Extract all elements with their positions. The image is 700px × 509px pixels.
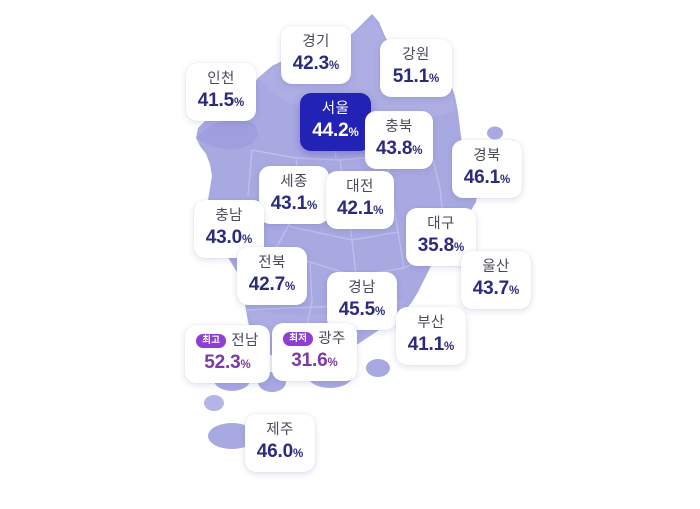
region-value-gyeongbuk: 46.1% bbox=[463, 167, 511, 189]
map-island-sw-4 bbox=[366, 359, 390, 377]
region-card-gyeonggi[interactable]: 경기 42.3% bbox=[281, 26, 351, 84]
region-card-jeonnam[interactable]: 최고 전남 52.3% bbox=[185, 325, 270, 383]
region-card-gyeongbuk[interactable]: 경북 46.1% bbox=[452, 140, 522, 198]
region-value-ulsan: 43.7% bbox=[472, 278, 520, 300]
region-name-sejong: 세종 bbox=[280, 174, 308, 190]
region-name-busan: 부산 bbox=[417, 315, 445, 331]
region-header-gwangju: 최저 광주 bbox=[283, 330, 346, 348]
region-name-chungnam: 충남 bbox=[215, 208, 243, 224]
region-name-gyeonggi: 경기 bbox=[302, 34, 330, 50]
region-name-jeonnam: 전남 bbox=[231, 333, 259, 349]
region-card-jeonbuk[interactable]: 전북 42.7% bbox=[237, 247, 307, 305]
region-name-seoul: 서울 bbox=[321, 101, 350, 117]
region-name-gwangju: 광주 bbox=[318, 331, 346, 347]
region-card-gangwon[interactable]: 강원 51.1% bbox=[380, 39, 452, 97]
region-value-incheon: 41.5% bbox=[197, 90, 245, 112]
badge-min: 최저 bbox=[283, 332, 314, 347]
region-card-chungbuk[interactable]: 충북 43.8% bbox=[365, 111, 433, 169]
region-name-jeonbuk: 전북 bbox=[258, 255, 286, 271]
region-name-gangwon: 강원 bbox=[402, 47, 430, 63]
region-name-daegu: 대구 bbox=[427, 216, 455, 232]
region-card-incheon[interactable]: 인천 41.5% bbox=[186, 63, 256, 121]
region-value-gwangju: 31.6% bbox=[291, 350, 338, 372]
region-header-jeonnam: 최고 전남 bbox=[196, 332, 259, 350]
region-card-busan[interactable]: 부산 41.1% bbox=[396, 307, 466, 365]
region-value-busan: 41.1% bbox=[407, 334, 455, 356]
map-incheon-lobe bbox=[196, 118, 258, 150]
region-name-daejeon: 대전 bbox=[346, 179, 374, 195]
region-card-ulsan[interactable]: 울산 43.7% bbox=[461, 251, 531, 309]
region-name-gyeongbuk: 경북 bbox=[473, 148, 501, 164]
region-value-chungnam: 43.0% bbox=[205, 227, 253, 249]
region-card-gwangju[interactable]: 최저 광주 31.6% bbox=[272, 323, 357, 381]
region-name-incheon: 인천 bbox=[207, 71, 235, 87]
region-value-gyeongnam: 45.5% bbox=[338, 299, 386, 321]
region-name-jeju: 제주 bbox=[266, 422, 294, 438]
region-name-ulsan: 울산 bbox=[482, 259, 510, 275]
region-card-gyeongnam[interactable]: 경남 45.5% bbox=[327, 272, 397, 330]
region-value-jeju: 46.0% bbox=[256, 441, 304, 463]
map-island-jeju bbox=[208, 423, 256, 449]
region-value-seoul: 44.2% bbox=[312, 120, 359, 142]
region-card-jeju[interactable]: 제주 46.0% bbox=[245, 414, 315, 472]
region-card-daejeon[interactable]: 대전 42.1% bbox=[326, 171, 394, 229]
region-value-daegu: 35.8% bbox=[417, 235, 465, 257]
map-island-ulleungdo bbox=[487, 126, 503, 140]
region-name-gyeongnam: 경남 bbox=[348, 280, 376, 296]
region-value-sejong: 43.1% bbox=[270, 193, 318, 215]
region-value-gyeonggi: 42.3% bbox=[292, 53, 340, 75]
region-card-daegu[interactable]: 대구 35.8% bbox=[406, 208, 476, 266]
region-card-chungnam[interactable]: 충남 43.0% bbox=[194, 200, 264, 258]
region-value-jeonnam: 52.3% bbox=[204, 352, 251, 374]
region-value-chungbuk: 43.8% bbox=[376, 138, 423, 160]
badge-max: 최고 bbox=[196, 334, 227, 349]
map-island-sw-5 bbox=[204, 395, 224, 411]
region-value-daejeon: 42.1% bbox=[337, 198, 384, 220]
region-name-chungbuk: 충북 bbox=[385, 119, 413, 135]
region-value-jeonbuk: 42.7% bbox=[248, 274, 296, 296]
region-card-sejong[interactable]: 세종 43.1% bbox=[259, 166, 329, 224]
region-value-gangwon: 51.1% bbox=[392, 66, 440, 88]
region-card-seoul[interactable]: 서울 44.2% bbox=[300, 93, 371, 151]
